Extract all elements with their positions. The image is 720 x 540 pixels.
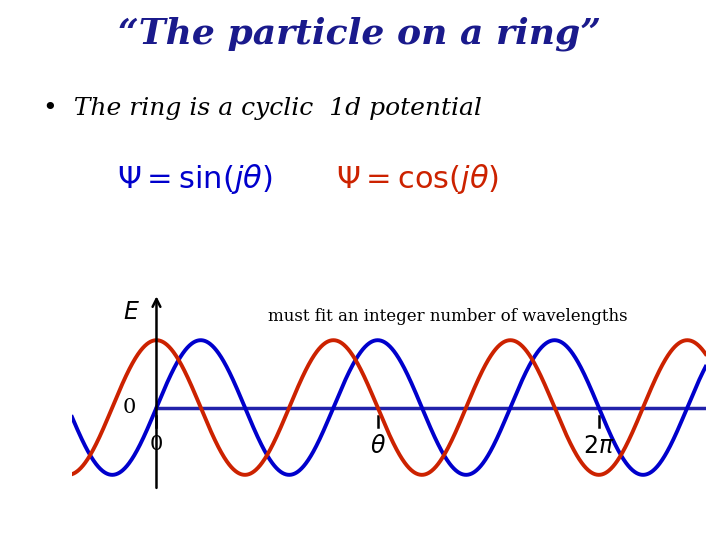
Text: $2\pi$: $2\pi$ (583, 435, 615, 458)
Text: $E$: $E$ (123, 301, 140, 324)
Text: 0: 0 (123, 398, 136, 417)
Text: $\Psi = \sin(j\theta)$: $\Psi = \sin(j\theta)$ (117, 162, 272, 196)
Text: $\theta$: $\theta$ (369, 435, 386, 458)
Text: 0: 0 (150, 435, 163, 454)
Text: must fit an integer number of wavelengths: must fit an integer number of wavelength… (269, 308, 628, 325)
Text: “The particle on a ring”: “The particle on a ring” (119, 16, 601, 51)
Text: $\Psi = \cos(j\theta)$: $\Psi = \cos(j\theta)$ (336, 162, 499, 196)
Text: •  The ring is a cyclic  1d potential: • The ring is a cyclic 1d potential (43, 97, 482, 120)
